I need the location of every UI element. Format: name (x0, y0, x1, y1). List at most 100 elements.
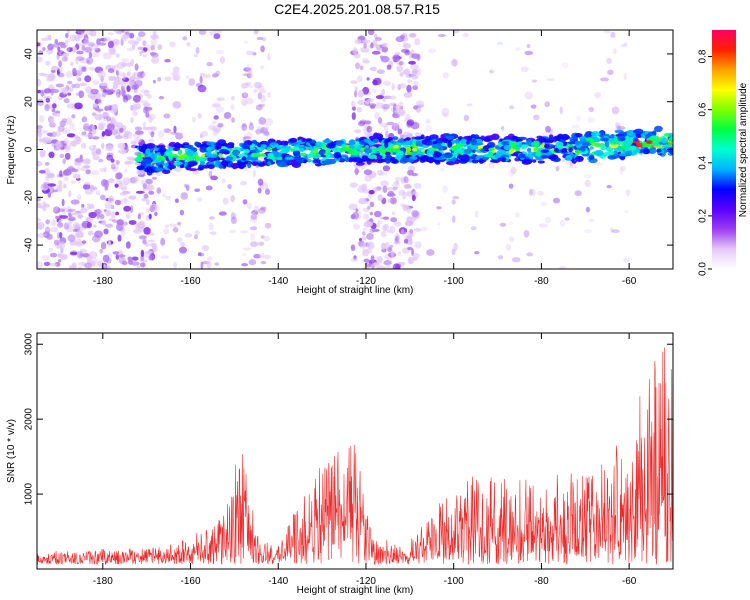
spectrogram-noise-blob (376, 220, 381, 228)
spectrogram-noise-blob (348, 203, 358, 211)
spectrogram-noise-blob (45, 137, 52, 144)
spectrogram-noise-blob (370, 255, 375, 263)
spectrogram-noise-blob (242, 126, 248, 131)
spectrogram-noise-blob (207, 256, 213, 262)
spectrogram-ridge-blob (533, 147, 539, 152)
spectrogram-noise-blob (65, 71, 73, 78)
spectrogram-noise-blob (158, 96, 165, 100)
spectrogram-ridge-blob (312, 159, 323, 164)
spectrogram-noise-blob (67, 144, 72, 150)
spectrogram-noise-blob (397, 251, 401, 256)
spectrogram-ridge-blob (359, 139, 365, 145)
spectrogram-ridge-blob (301, 138, 307, 143)
spectrogram-noise-blob (89, 203, 95, 210)
spectrogram-noise-blob (369, 66, 377, 72)
spectrogram-ridge-blob (590, 131, 601, 137)
spectrogram-noise-blob (103, 166, 107, 173)
snr-x-tick-label: -80 (534, 576, 549, 587)
spectrogram-noise-blob (146, 184, 154, 191)
spectrogram-noise-blob (466, 103, 473, 107)
spectrogram-noise-blob (124, 130, 131, 135)
spectrogram-ridge-blob (370, 147, 380, 152)
spectrogram-ridge-blob (299, 152, 307, 157)
spectrogram-noise-blob (37, 233, 45, 239)
spectrogram-y-ticks: -40 -20 0 20 40 (24, 48, 673, 252)
spectrogram-noise-blob (545, 216, 551, 224)
spectrogram-noise-blob (105, 223, 114, 228)
spectrogram-noise-blob (55, 215, 60, 220)
spectrogram-noise-blob (81, 116, 88, 123)
spectrogram-noise-blob (263, 236, 271, 242)
spectrogram-noise-blob (128, 76, 134, 81)
spectrogram-noise-blob (122, 221, 128, 226)
spectrogram-noise-blob (412, 253, 420, 259)
spectrogram-noise-blob (515, 47, 521, 51)
spectrogram-ridge-blob (290, 160, 299, 166)
spectrogram-ridge-blob (243, 148, 250, 154)
spectrogram-noise-blob (148, 232, 155, 236)
spectrogram-ridge-blob (631, 152, 638, 156)
spectrogram-ridge-blob (532, 159, 537, 163)
spectrogram-noise-blob (375, 95, 384, 100)
spectrogram-noise-blob (411, 73, 419, 80)
spectrogram-noise-blob (544, 101, 550, 108)
spectrogram-ridge-blob (276, 139, 282, 143)
spectrogram-ridge-blob (298, 147, 305, 153)
spectrogram-noise-blob (116, 93, 120, 98)
spectrogram-noise-blob (210, 175, 219, 181)
spectrogram-noise-blob (359, 65, 364, 71)
spectrogram-noise-blob (115, 211, 119, 216)
spectrogram-ridge-blob (172, 147, 181, 152)
spectrogram-noise-blob (45, 227, 51, 232)
spectrogram-noise-blob (395, 180, 399, 185)
spectrogram-noise-blob (216, 49, 224, 55)
spectrogram-noise-blob (194, 230, 200, 236)
spectrogram-noise-blob (368, 190, 375, 195)
spectrogram-noise-blob (213, 33, 221, 40)
colorbar-ticks: 0.0 0.2 0.4 0.6 0.8 (698, 49, 712, 276)
spectrogram-ridge-blob (520, 144, 527, 150)
spectrogram-ridge-blob (348, 140, 355, 146)
spectrogram-noise-blob (57, 125, 65, 132)
spectrogram-noise-blob (64, 152, 71, 160)
spectrogram-noise-blob (67, 80, 73, 85)
spectrogram-noise-blob (267, 92, 271, 98)
spectrogram-ridge-blob (399, 159, 409, 164)
spectrogram-noise-blob (59, 153, 65, 158)
spectrogram-noise-blob (230, 216, 237, 224)
spectrogram-noise-blob (129, 79, 137, 87)
spectrogram-noise-blob (72, 228, 78, 232)
spectrogram-noise-blob (122, 72, 126, 81)
spectrogram-noise-blob (410, 64, 420, 70)
spectrogram-noise-blob (412, 85, 419, 91)
spectrogram-ridge-blob (473, 142, 484, 146)
spectrogram-ridge-blob (411, 151, 418, 156)
spectrogram-noise-blob (55, 140, 62, 149)
spectrogram-noise-blob (208, 222, 214, 231)
spectrogram-noise-blob (164, 76, 172, 82)
spectrogram-noise-blob (509, 221, 513, 226)
snr-y-tick-label: 3000 (24, 333, 35, 356)
spectrogram-noise-blob (216, 97, 225, 101)
spectrogram-noise-blob (530, 104, 537, 109)
spectrogram-ridge-blob (295, 157, 305, 163)
spectrogram-noise-blob (150, 44, 155, 51)
spectrogram-noise-blob (137, 31, 146, 38)
spectrogram-noise-blob (411, 210, 419, 218)
spectrogram-noise-blob (252, 169, 256, 178)
spectrogram-noise-blob (37, 89, 41, 94)
spectrogram-noise-blob (45, 219, 50, 225)
spectrogram-noise-blob (265, 188, 270, 195)
spectrogram-noise-blob (470, 226, 477, 231)
spectrogram-noise-blob (133, 94, 141, 103)
spectrogram-noise-blob (213, 115, 219, 120)
spectrogram-noise-blob (60, 247, 64, 254)
spectrogram-noise-blob (58, 259, 62, 263)
spectrogram-noise-blob (531, 79, 537, 83)
spectrogram-noise-blob (125, 62, 132, 67)
spectrogram-noise-blob (142, 183, 148, 189)
spectrogram-noise-blob (84, 75, 92, 83)
spectrogram-ridge-blob (540, 155, 550, 159)
spectrogram-noise-blob (146, 207, 150, 213)
